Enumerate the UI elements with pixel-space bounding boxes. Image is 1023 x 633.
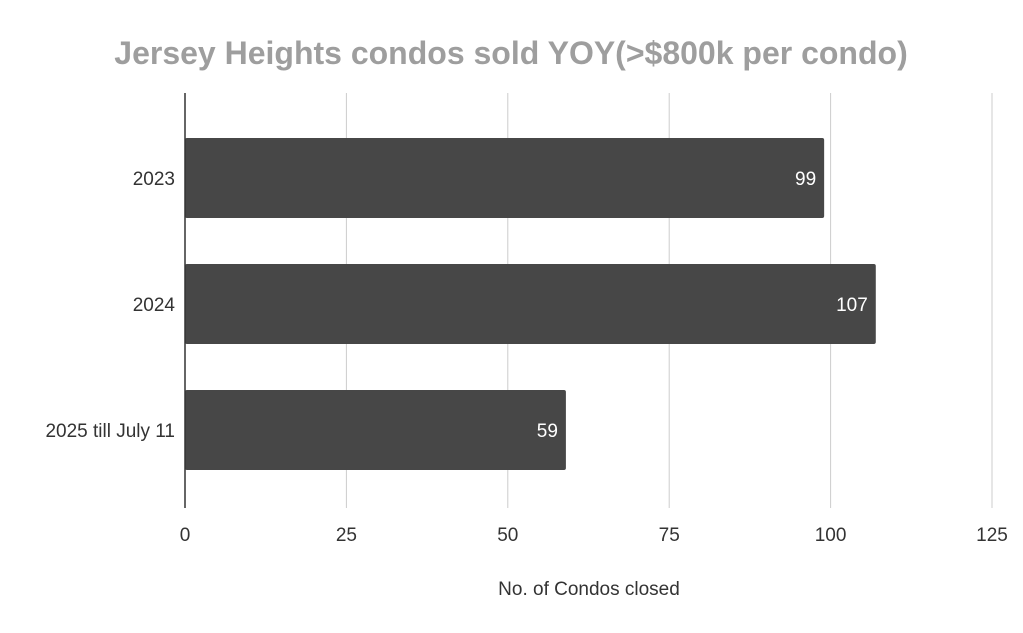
- x-tick-label: 25: [336, 525, 357, 546]
- bar: [185, 390, 566, 470]
- x-tick-labels: 0 25 50 75 100 125: [180, 525, 1008, 546]
- bar: [185, 138, 825, 218]
- category-label: 2023: [133, 169, 175, 190]
- x-tick-label: 50: [497, 525, 518, 546]
- x-tick-label: 0: [180, 525, 191, 546]
- category-label: 2024: [133, 295, 176, 316]
- bar: [185, 264, 876, 344]
- bars: [185, 138, 876, 470]
- category-label: 2025 till July 11: [45, 421, 175, 442]
- category-labels: 2023 2024 2025 till July 11: [45, 169, 175, 442]
- x-tick-label: 125: [976, 525, 1008, 546]
- data-labels: 99 107 59: [537, 169, 868, 442]
- x-tick-label: 100: [815, 525, 847, 546]
- data-label: 59: [537, 421, 558, 442]
- x-axis-title: No. of Condos closed: [498, 579, 680, 600]
- data-label: 107: [836, 295, 868, 316]
- x-tick-label: 75: [659, 525, 680, 546]
- data-label: 99: [795, 169, 816, 190]
- chart-title: Jersey Heights condos sold YOY(>$800k pe…: [114, 35, 907, 71]
